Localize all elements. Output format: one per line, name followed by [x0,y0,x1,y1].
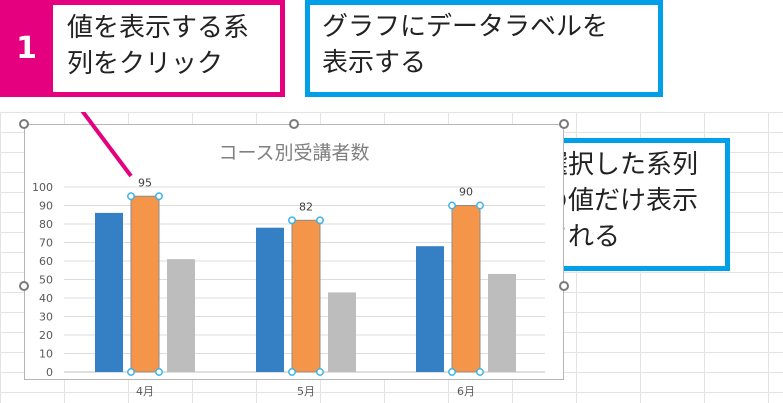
selection-handle[interactable] [155,192,163,201]
selection-handle[interactable] [316,216,324,225]
selection-handle[interactable] [316,368,324,376]
bar-selection-outline [130,195,160,373]
bar[interactable] [256,227,284,372]
selection-handle[interactable] [288,216,296,225]
bar[interactable] [452,205,480,373]
chart-plot[interactable]: 0 10 20 30 40 50 60 70 80 90 100 95 82 90 4月 5月 6月 [0,112,783,403]
chart-title[interactable]: コース別受講者数 [218,142,370,164]
chart-resize-handle-middle-right[interactable] [559,281,569,291]
y-tick-label: 20 [39,329,53,342]
y-tick-label: 80 [39,218,53,231]
x-category-label: 6月 [457,385,475,398]
selection-handle[interactable] [155,368,163,376]
bar[interactable] [167,259,195,372]
bar[interactable] [131,196,159,372]
step-number-badge: 1 [0,0,53,97]
step-callout: 1 値を表示する系 列をクリック [0,0,285,97]
bar[interactable] [95,212,123,372]
selection-handle[interactable] [476,368,484,376]
y-tick-label: 90 [39,200,53,213]
bar[interactable] [328,292,356,372]
y-tick-label: 0 [46,366,53,379]
selection-handle[interactable] [288,368,296,376]
chart-resize-handle-top-left[interactable] [19,119,29,129]
bar-selection-outline [451,205,481,373]
selection-handle[interactable] [476,201,484,210]
selection-handle[interactable] [448,368,456,376]
y-tick-label: 50 [39,274,53,287]
heading-callout: グラフにデータラベルを 表示する [305,0,663,97]
y-tick-label: 70 [39,237,53,250]
x-category-label: 4月 [136,385,154,398]
y-tick-label: 100 [32,181,53,194]
callout-pointer-line [80,112,133,178]
selection-handle[interactable] [127,368,135,376]
chart-resize-handle-middle-left[interactable] [19,281,29,291]
y-tick-label: 30 [39,311,53,324]
bar-selection-outline [291,219,321,373]
y-tick-label: 60 [39,255,53,268]
y-tick-label: 10 [39,348,53,361]
selection-handle[interactable] [127,192,135,201]
data-label[interactable]: 82 [299,200,313,213]
chart-resize-handle-top-center[interactable] [289,119,299,129]
selection-handle[interactable] [448,201,456,210]
step-instruction: 値を表示する系 列をクリック [67,13,250,79]
bar[interactable] [292,220,320,372]
bar[interactable] [416,246,444,372]
x-category-label: 5月 [297,385,315,398]
bar[interactable] [488,273,516,372]
data-label[interactable]: 95 [138,176,152,189]
chart-resize-handle-top-right[interactable] [559,119,569,129]
y-tick-label: 40 [39,292,53,305]
data-label[interactable]: 90 [459,186,473,199]
